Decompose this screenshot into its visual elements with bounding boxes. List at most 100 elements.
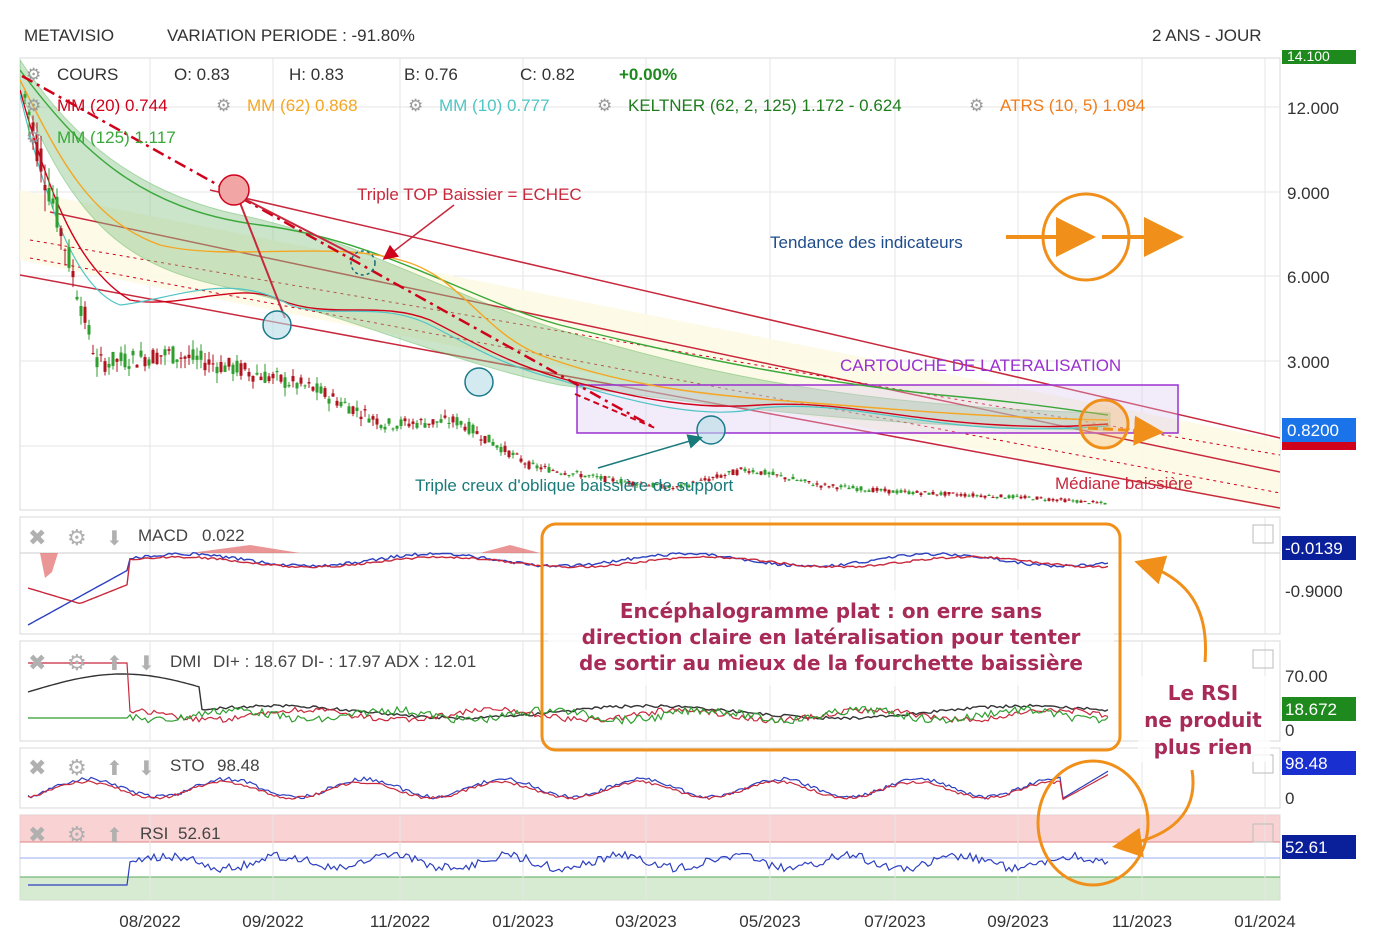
candle-body (359, 416, 363, 420)
candle-body (283, 377, 287, 388)
candle-body (771, 471, 775, 476)
close-panel-icon[interactable]: ✖ (28, 755, 46, 780)
move-down-icon[interactable]: ⬇ (106, 528, 123, 550)
candle-body (851, 485, 855, 489)
candle-body (995, 496, 999, 499)
maximize-icon[interactable] (1252, 823, 1274, 843)
candle-body (331, 393, 335, 397)
candle-body (31, 122, 35, 132)
legend-open: O: 0.83 (174, 65, 230, 84)
settings-icon[interactable]: ⚙ (597, 96, 612, 115)
period-selector[interactable]: 2 ANS - JOUR (1152, 26, 1262, 45)
rsi-line (28, 850, 1109, 886)
candle-body (815, 483, 819, 485)
candle-body (511, 452, 515, 456)
candle-body (615, 482, 619, 484)
move-up-icon[interactable]: ⬆ (106, 653, 123, 675)
candle-body (259, 376, 263, 381)
maximize-icon[interactable] (1252, 649, 1274, 669)
candle-body (955, 494, 959, 496)
candle-body (411, 421, 415, 424)
settings-icon[interactable]: ⚙ (67, 755, 87, 780)
candle-body (531, 462, 535, 464)
candle-body (715, 474, 719, 478)
candle-body (447, 422, 451, 425)
rsi-note-arrow-up (1134, 555, 1208, 663)
legend-change: +0.00% (619, 65, 677, 84)
candle-body (339, 401, 343, 407)
legend-mm62: MM (62) 0.868 (247, 96, 358, 115)
candle-body (799, 480, 803, 482)
rsi-badge (1282, 835, 1356, 859)
macd-badge-label: -0.0139 (1285, 539, 1343, 558)
candle-body (979, 495, 983, 498)
candle-body (959, 494, 963, 496)
mediane-note: Médiane baissière (1055, 474, 1193, 493)
candle-body (699, 479, 703, 481)
candle-body (167, 349, 171, 351)
candle-body (1027, 496, 1031, 498)
candle-body (935, 494, 939, 496)
candle-body (231, 364, 235, 374)
sto-d-line (27, 774, 1109, 801)
close-panel-icon[interactable]: ✖ (28, 822, 46, 847)
candle-body (623, 481, 627, 483)
candle-body (203, 362, 207, 371)
settings-icon[interactable]: ⚙ (67, 822, 87, 847)
settings-icon[interactable]: ⚙ (26, 128, 41, 147)
candle-body (739, 467, 743, 469)
move-up-icon[interactable]: ⬆ (106, 758, 123, 780)
last-price-badge (1282, 418, 1356, 442)
move-up-icon[interactable]: ⬆ (106, 825, 123, 847)
settings-icon[interactable]: ⚙ (969, 96, 984, 115)
candle-body (319, 386, 323, 394)
candle-body (367, 418, 371, 423)
time-axis: 08/2022 09/2022 11/2022 01/2023 03/2023 05/20… (119, 912, 1295, 931)
settings-icon[interactable]: ⚙ (26, 96, 41, 115)
candle-body (471, 424, 475, 434)
candle-body (999, 494, 1003, 498)
candle-body (883, 488, 887, 492)
adx-line (27, 673, 1109, 721)
candle-body (143, 357, 147, 367)
close-panel-icon[interactable]: ✖ (28, 650, 46, 675)
time-tick: 09/2022 (242, 912, 303, 931)
candle-body (551, 470, 555, 472)
price-candles (23, 91, 1107, 505)
settings-icon[interactable]: ⚙ (408, 96, 423, 115)
rsi-note-line-3: plus rien (1154, 735, 1253, 759)
candle-body (899, 490, 903, 493)
candle-body (1099, 501, 1103, 503)
settings-icon[interactable]: ⚙ (67, 525, 87, 550)
move-down-icon[interactable]: ⬇ (138, 653, 155, 675)
candle-body (951, 492, 955, 494)
candle-body (407, 423, 411, 427)
dmi-zero: 0 (1285, 721, 1294, 740)
candle-body (687, 485, 691, 488)
candle-body (443, 415, 447, 418)
sto-panel: ✖ ⚙ ⬆ ⬇ STO 98.48 98.48 0 (19, 747, 1356, 809)
candle-body (943, 491, 947, 496)
settings-icon[interactable]: ⚙ (216, 96, 231, 115)
settings-icon[interactable]: ⚙ (26, 65, 41, 84)
candle-body (1007, 495, 1011, 499)
settings-icon[interactable]: ⚙ (67, 650, 87, 675)
dmi-tick: 70.00 (1285, 667, 1328, 686)
candle-body (731, 469, 735, 476)
low-circle-1 (262, 310, 292, 340)
triple-creux-note: Triple creux d'oblique baissière de supp… (415, 476, 734, 495)
maximize-icon[interactable] (1252, 524, 1274, 544)
candle-body (95, 357, 99, 368)
close-panel-icon[interactable]: ✖ (28, 525, 46, 550)
candle-body (175, 359, 179, 362)
candle-body (391, 428, 395, 430)
legend-mm125: MM (125) 1.117 (57, 128, 176, 147)
candle-body (663, 487, 667, 490)
candle-body (603, 476, 607, 483)
candle-body (1031, 499, 1035, 501)
candle-body (195, 355, 199, 360)
candle-body (655, 483, 659, 486)
move-down-icon[interactable]: ⬇ (138, 758, 155, 780)
candle-body (135, 364, 139, 368)
candle-body (847, 487, 851, 490)
